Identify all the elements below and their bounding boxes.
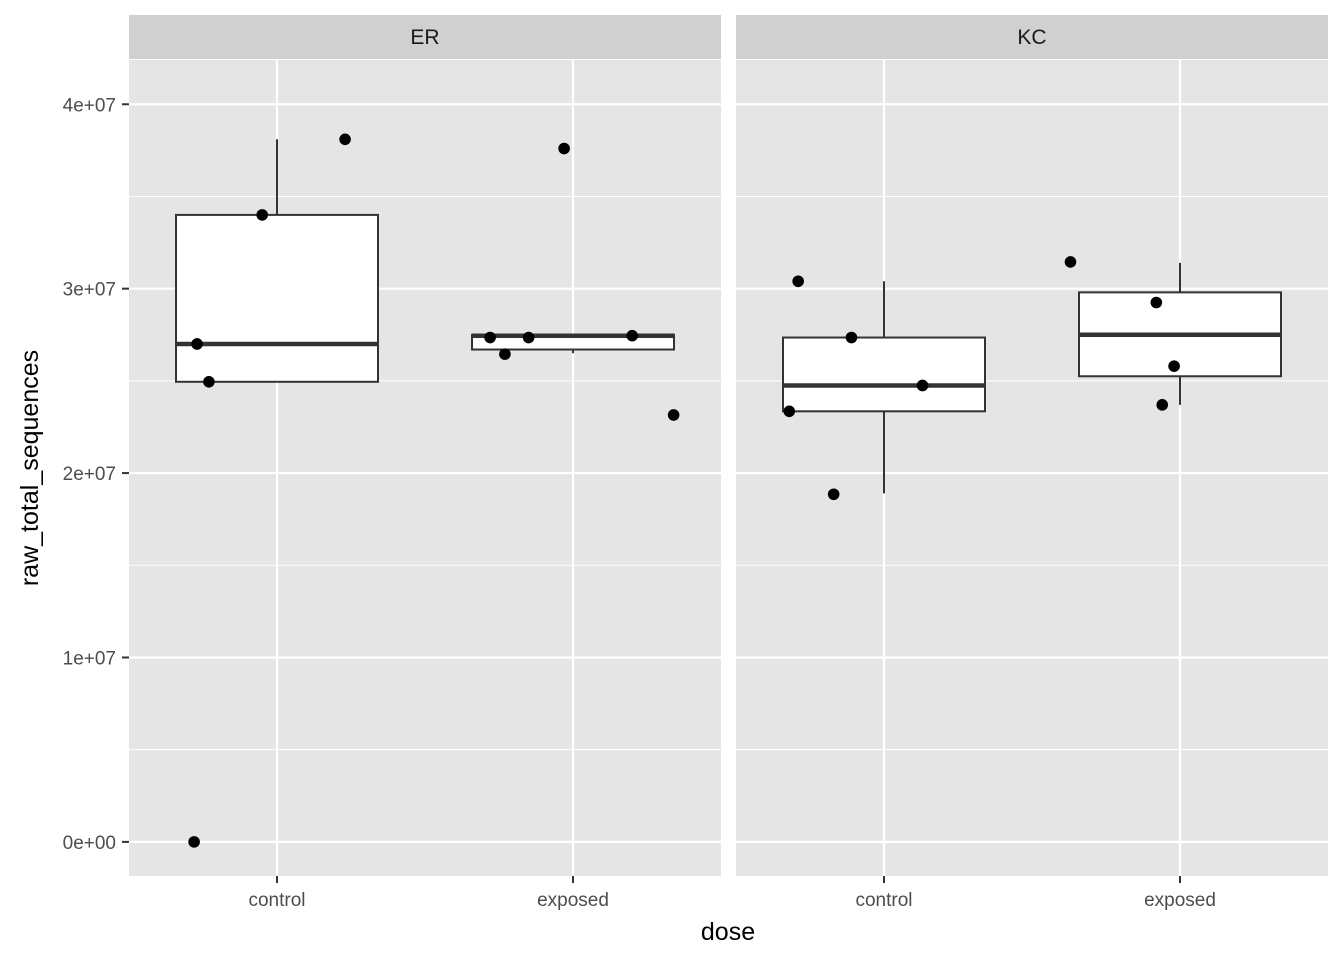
facet-panel-kc: KC [736, 15, 1328, 876]
data-point [626, 329, 638, 342]
data-point [522, 331, 535, 344]
boxplot-exposed [471, 333, 675, 354]
facet-strip-label: ER [410, 26, 439, 49]
data-point [1064, 256, 1077, 268]
y-tick-label: 1e+07 [63, 648, 116, 669]
x-tick-label: control [248, 890, 305, 911]
y-tick-label: 0e+00 [63, 833, 116, 854]
y-axis: 0e+00 1e+07 2e+07 3e+07 4e+07 [63, 95, 129, 854]
data-point [792, 275, 804, 288]
data-point [783, 405, 796, 418]
y-tick-label: 4e+07 [63, 95, 116, 116]
x-tick-label: control [855, 890, 912, 911]
facet-strip-label: KC [1017, 26, 1046, 49]
boxplot-control [782, 281, 986, 494]
data-point [191, 338, 203, 350]
x-axis-title: dose [701, 918, 755, 946]
y-tick-label: 3e+07 [63, 280, 116, 301]
data-point [339, 133, 351, 146]
box-iqr [782, 336, 986, 413]
data-point [845, 331, 858, 344]
data-point [916, 379, 929, 392]
data-point [484, 331, 496, 344]
data-point [1156, 399, 1169, 411]
x-axis: control exposed control exposed [248, 876, 1216, 911]
y-tick-label: 2e+07 [63, 464, 116, 485]
data-point [203, 375, 215, 388]
data-point [256, 209, 269, 221]
y-axis-title: raw_total_sequences [16, 350, 44, 586]
data-point [188, 836, 200, 848]
panel-background [129, 60, 721, 876]
data-point [1150, 296, 1163, 309]
x-tick-label: exposed [537, 890, 609, 911]
data-point [558, 142, 570, 155]
data-point [667, 409, 680, 421]
x-tick-label: exposed [1144, 890, 1216, 911]
boxplot-control [175, 139, 379, 383]
boxplot-exposed [1078, 262, 1282, 405]
facet-panel-er: ER [129, 15, 721, 876]
facet-strip [129, 15, 721, 59]
box-iqr [175, 213, 379, 383]
facet-panels: ER KC [129, 15, 1328, 876]
data-point [827, 488, 840, 501]
data-point [1168, 360, 1180, 372]
data-point [499, 348, 511, 360]
panel-background [736, 60, 1328, 876]
facet-strip [736, 15, 1328, 59]
